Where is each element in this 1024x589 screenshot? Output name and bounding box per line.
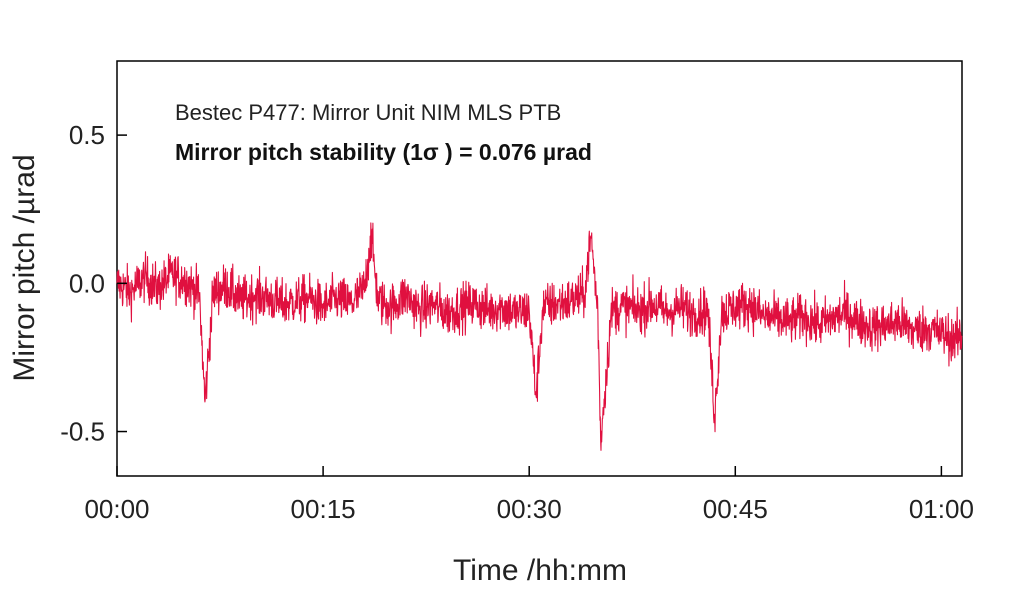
annotation-instrument: Bestec P477: Mirror Unit NIM MLS PTB — [175, 100, 561, 125]
x-tick-label: 01:00 — [909, 494, 974, 524]
x-tick-label: 00:30 — [497, 494, 562, 524]
y-tick-label: -0.5 — [60, 417, 105, 447]
x-axis-title: Time /hh:mm — [453, 554, 627, 587]
plot-frame — [116, 60, 963, 477]
pitch-series-line — [116, 222, 963, 451]
y-tick-label: 0.0 — [69, 268, 105, 298]
x-axis: 00:00 00:15 00:30 00:45 01:00 — [84, 466, 974, 524]
x-tick-label: 00:45 — [703, 494, 768, 524]
x-tick-label: 00:15 — [291, 494, 356, 524]
annotation-stability: Mirror pitch stability (1σ ) = 0.076 µra… — [175, 139, 592, 165]
series-layer — [116, 222, 963, 451]
y-axis: 0.5 0.0 -0.5 — [60, 120, 127, 447]
x-tick-label: 00:00 — [84, 494, 149, 524]
y-tick-label: 0.5 — [69, 120, 105, 150]
y-axis-title: Mirror pitch /µrad — [8, 154, 41, 381]
